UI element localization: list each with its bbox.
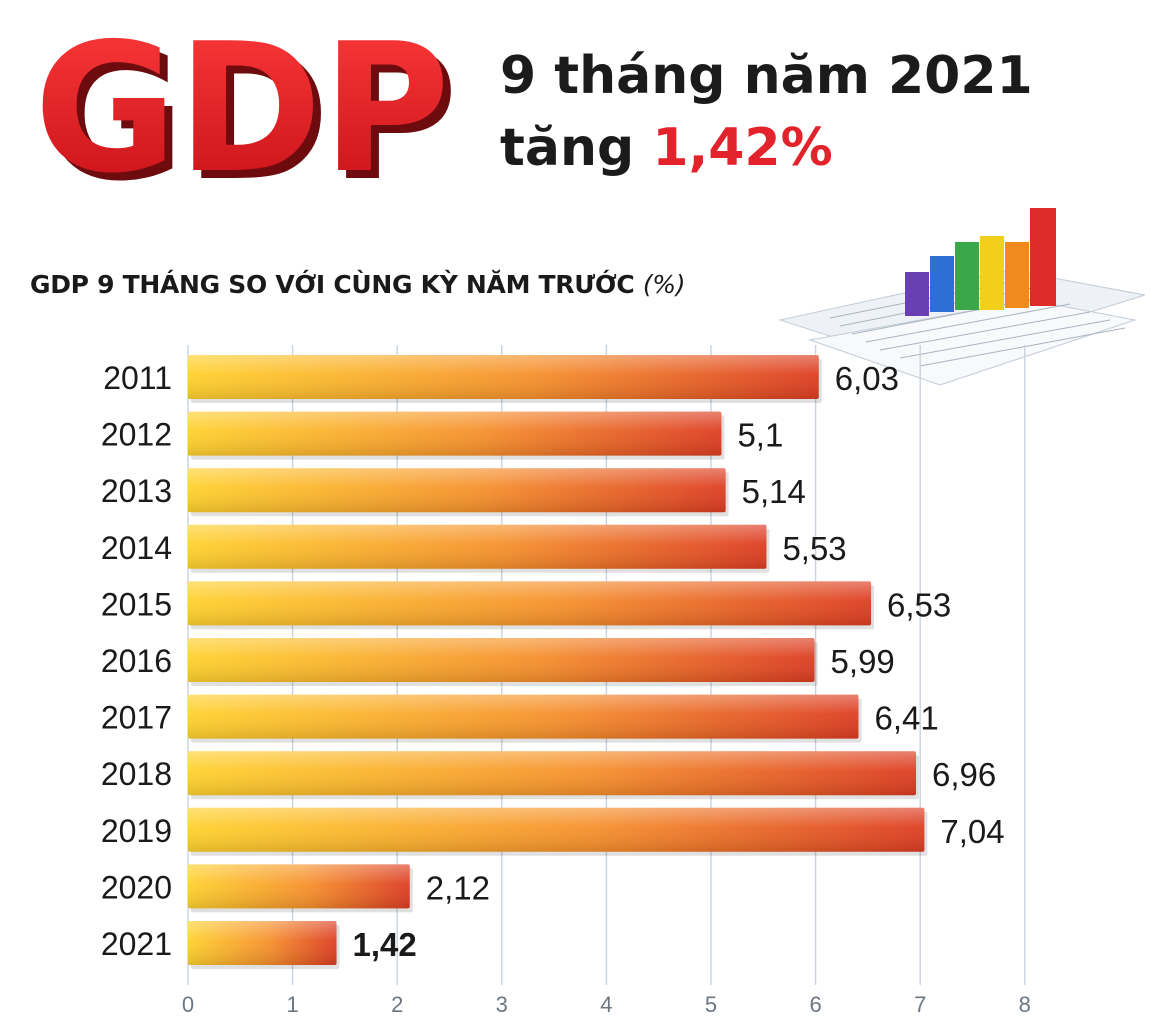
bar-group-2012 bbox=[188, 411, 725, 460]
bar-group-2011 bbox=[188, 355, 822, 403]
value-label-2014: 5,53 bbox=[782, 530, 846, 567]
category-label-2014: 2014 bbox=[101, 530, 172, 566]
bar-shine bbox=[188, 524, 767, 569]
bar-group-2014 bbox=[188, 524, 770, 573]
bar-shine bbox=[188, 581, 872, 626]
gdp-logo: GDP GDP bbox=[28, 20, 478, 190]
headline: 9 tháng năm 2021 tăng 1,42% bbox=[500, 40, 1140, 184]
chart-title: GDP 9 THÁNG SO VỚI CÙNG KỲ NĂM TRƯỚC (%) bbox=[30, 270, 686, 299]
bar-layer bbox=[188, 355, 928, 969]
x-tick-label: 7 bbox=[914, 992, 926, 1017]
gdp-logo-graphic: GDP GDP bbox=[34, 20, 458, 190]
value-label-2011: 6,03 bbox=[835, 360, 899, 397]
value-label-2020: 2,12 bbox=[426, 869, 490, 906]
bar-shine bbox=[188, 638, 815, 682]
x-tick-label: 0 bbox=[182, 992, 194, 1017]
value-label-2019: 7,04 bbox=[940, 813, 1004, 850]
bar-group-2016 bbox=[188, 638, 818, 686]
x-tick-label: 8 bbox=[1019, 992, 1031, 1017]
x-tick-label: 2 bbox=[391, 992, 403, 1017]
value-label-2015: 6,53 bbox=[887, 586, 951, 623]
bar-group-2020 bbox=[188, 864, 413, 913]
bar-group-2021 bbox=[188, 921, 340, 969]
bar-group-2013 bbox=[188, 468, 729, 517]
bar-group-2015 bbox=[188, 581, 875, 630]
x-tick-label: 1 bbox=[286, 992, 298, 1017]
bar-shine bbox=[188, 864, 410, 909]
x-tick-label: 4 bbox=[600, 992, 612, 1017]
bar-shine bbox=[188, 807, 925, 852]
x-tick-label: 5 bbox=[705, 992, 717, 1017]
bar-shine bbox=[188, 411, 722, 456]
headline-line2: tăng 1,42% bbox=[500, 112, 1140, 184]
category-label-2016: 2016 bbox=[101, 643, 172, 679]
bar-shine bbox=[188, 355, 819, 399]
category-label-2018: 2018 bbox=[101, 756, 172, 792]
bar-shine bbox=[188, 921, 337, 965]
bar-shine bbox=[188, 751, 917, 796]
headline-prefix: tăng bbox=[500, 118, 635, 178]
headline-line1: 9 tháng năm 2021 bbox=[500, 46, 1033, 106]
category-label-2012: 2012 bbox=[101, 417, 172, 453]
chart-title-text: GDP 9 THÁNG SO VỚI CÙNG KỲ NĂM TRƯỚC bbox=[30, 270, 635, 299]
bar-shine bbox=[188, 468, 726, 513]
x-tick-label: 6 bbox=[809, 992, 821, 1017]
label-layer: 0 1 2 3 4 5 6 7 8 2011 6,03 2012 5,1 2013 5,14 2014 5,53… bbox=[101, 360, 1031, 1017]
category-label-2015: 2015 bbox=[101, 586, 172, 622]
headline-growth-value: 1,42% bbox=[652, 118, 833, 178]
bar-group-2017 bbox=[188, 694, 862, 743]
category-label-2017: 2017 bbox=[101, 700, 172, 736]
report-chart-illustration bbox=[770, 200, 1152, 390]
bar-chart-icon bbox=[778, 208, 1146, 386]
bar-group-2019 bbox=[188, 807, 928, 856]
value-label-2012: 5,1 bbox=[737, 417, 783, 454]
chart-unit: (%) bbox=[642, 270, 686, 299]
category-label-2013: 2013 bbox=[101, 473, 172, 509]
category-label-2019: 2019 bbox=[101, 813, 172, 849]
value-label-2018: 6,96 bbox=[932, 756, 996, 793]
value-label-2017: 6,41 bbox=[874, 700, 938, 737]
bar-shine bbox=[188, 694, 859, 739]
category-label-2021: 2021 bbox=[101, 926, 172, 962]
bar-group-2018 bbox=[188, 751, 920, 800]
gdp-logo-shadow: GDP bbox=[42, 20, 458, 190]
gdp-logo-text: GDP bbox=[34, 20, 450, 190]
value-label-2016: 5,99 bbox=[831, 643, 895, 680]
category-label-2020: 2020 bbox=[101, 869, 172, 905]
value-label-2021: 1,42 bbox=[353, 926, 417, 963]
value-label-2013: 5,14 bbox=[742, 473, 806, 510]
x-tick-label: 3 bbox=[496, 992, 508, 1017]
category-label-2011: 2011 bbox=[103, 360, 172, 396]
